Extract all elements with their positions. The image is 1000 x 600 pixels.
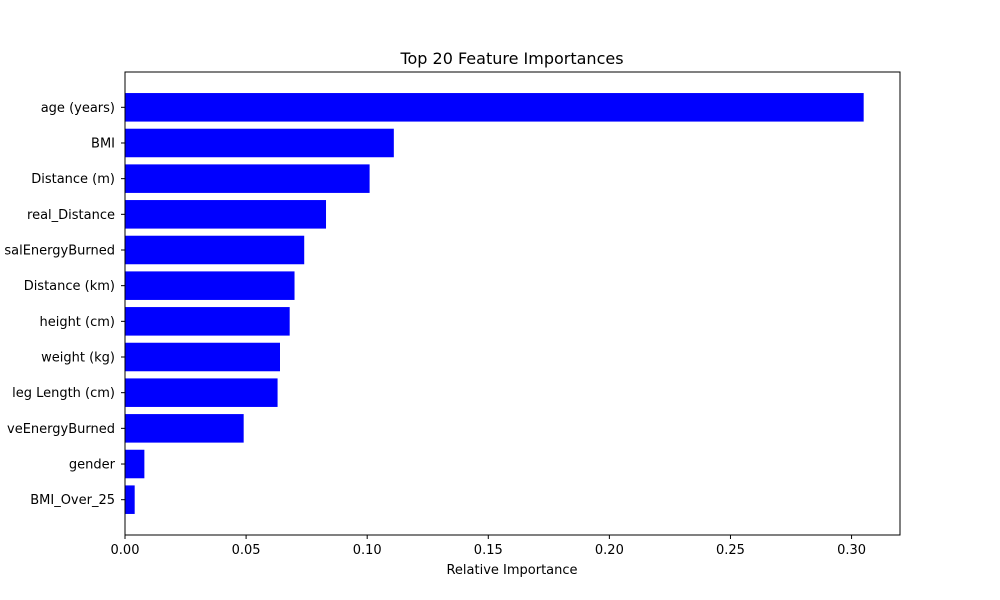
chart-title: Top 20 Feature Importances [399,49,623,68]
x-tick-label-2: 0.10 [353,543,382,558]
y-tick-label-2: Distance (m) [31,172,115,187]
bar-2 [125,164,370,193]
x-tick-label-0: 0.00 [111,543,140,558]
bar-1 [125,128,394,158]
y-tick-label-8: leg Length (cm) [12,386,115,401]
bar-7 [125,342,280,372]
y-tick-label-3: real_Distance [27,208,115,223]
x-tick-label-4: 0.20 [595,543,624,558]
bar-8 [125,378,278,407]
y-tick-label-7: weight (kg) [41,351,115,366]
bar-10 [125,449,145,479]
y-tick-label-10: gender [69,458,116,473]
y-tick-label-6: height (cm) [39,315,115,330]
x-tick-label-3: 0.15 [474,543,503,558]
bar-11 [125,485,135,514]
y-tick-label-4: salEnergyBurned [4,243,115,258]
x-tick-label-6: 0.30 [837,543,866,558]
bars-group [125,93,864,514]
bar-9 [125,414,244,443]
x-tick-label-5: 0.25 [716,543,745,558]
bar-6 [125,307,290,336]
x-tick-label-1: 0.05 [232,543,261,558]
bar-5 [125,271,295,300]
y-tick-label-0: age (years) [41,101,115,116]
y-tick-label-1: BMI [91,136,115,151]
bar-3 [125,200,327,229]
y-tick-label-11: BMI_Over_25 [30,493,115,508]
y-tick-label-9: veEnergyBurned [7,422,115,437]
plot-frame [124,71,901,536]
y-axis-ticks: age (years) BMI Distance (m) real_Distances… [4,101,125,508]
bar-4 [125,235,305,265]
x-axis-label: Relative Importance [446,563,577,578]
x-axis-ticks: 0.00 0.05 0.10 0.15 0.20 0.25 0.30 [111,535,866,558]
y-tick-label-5: Distance (km) [24,279,115,294]
bar-0 [125,93,864,122]
